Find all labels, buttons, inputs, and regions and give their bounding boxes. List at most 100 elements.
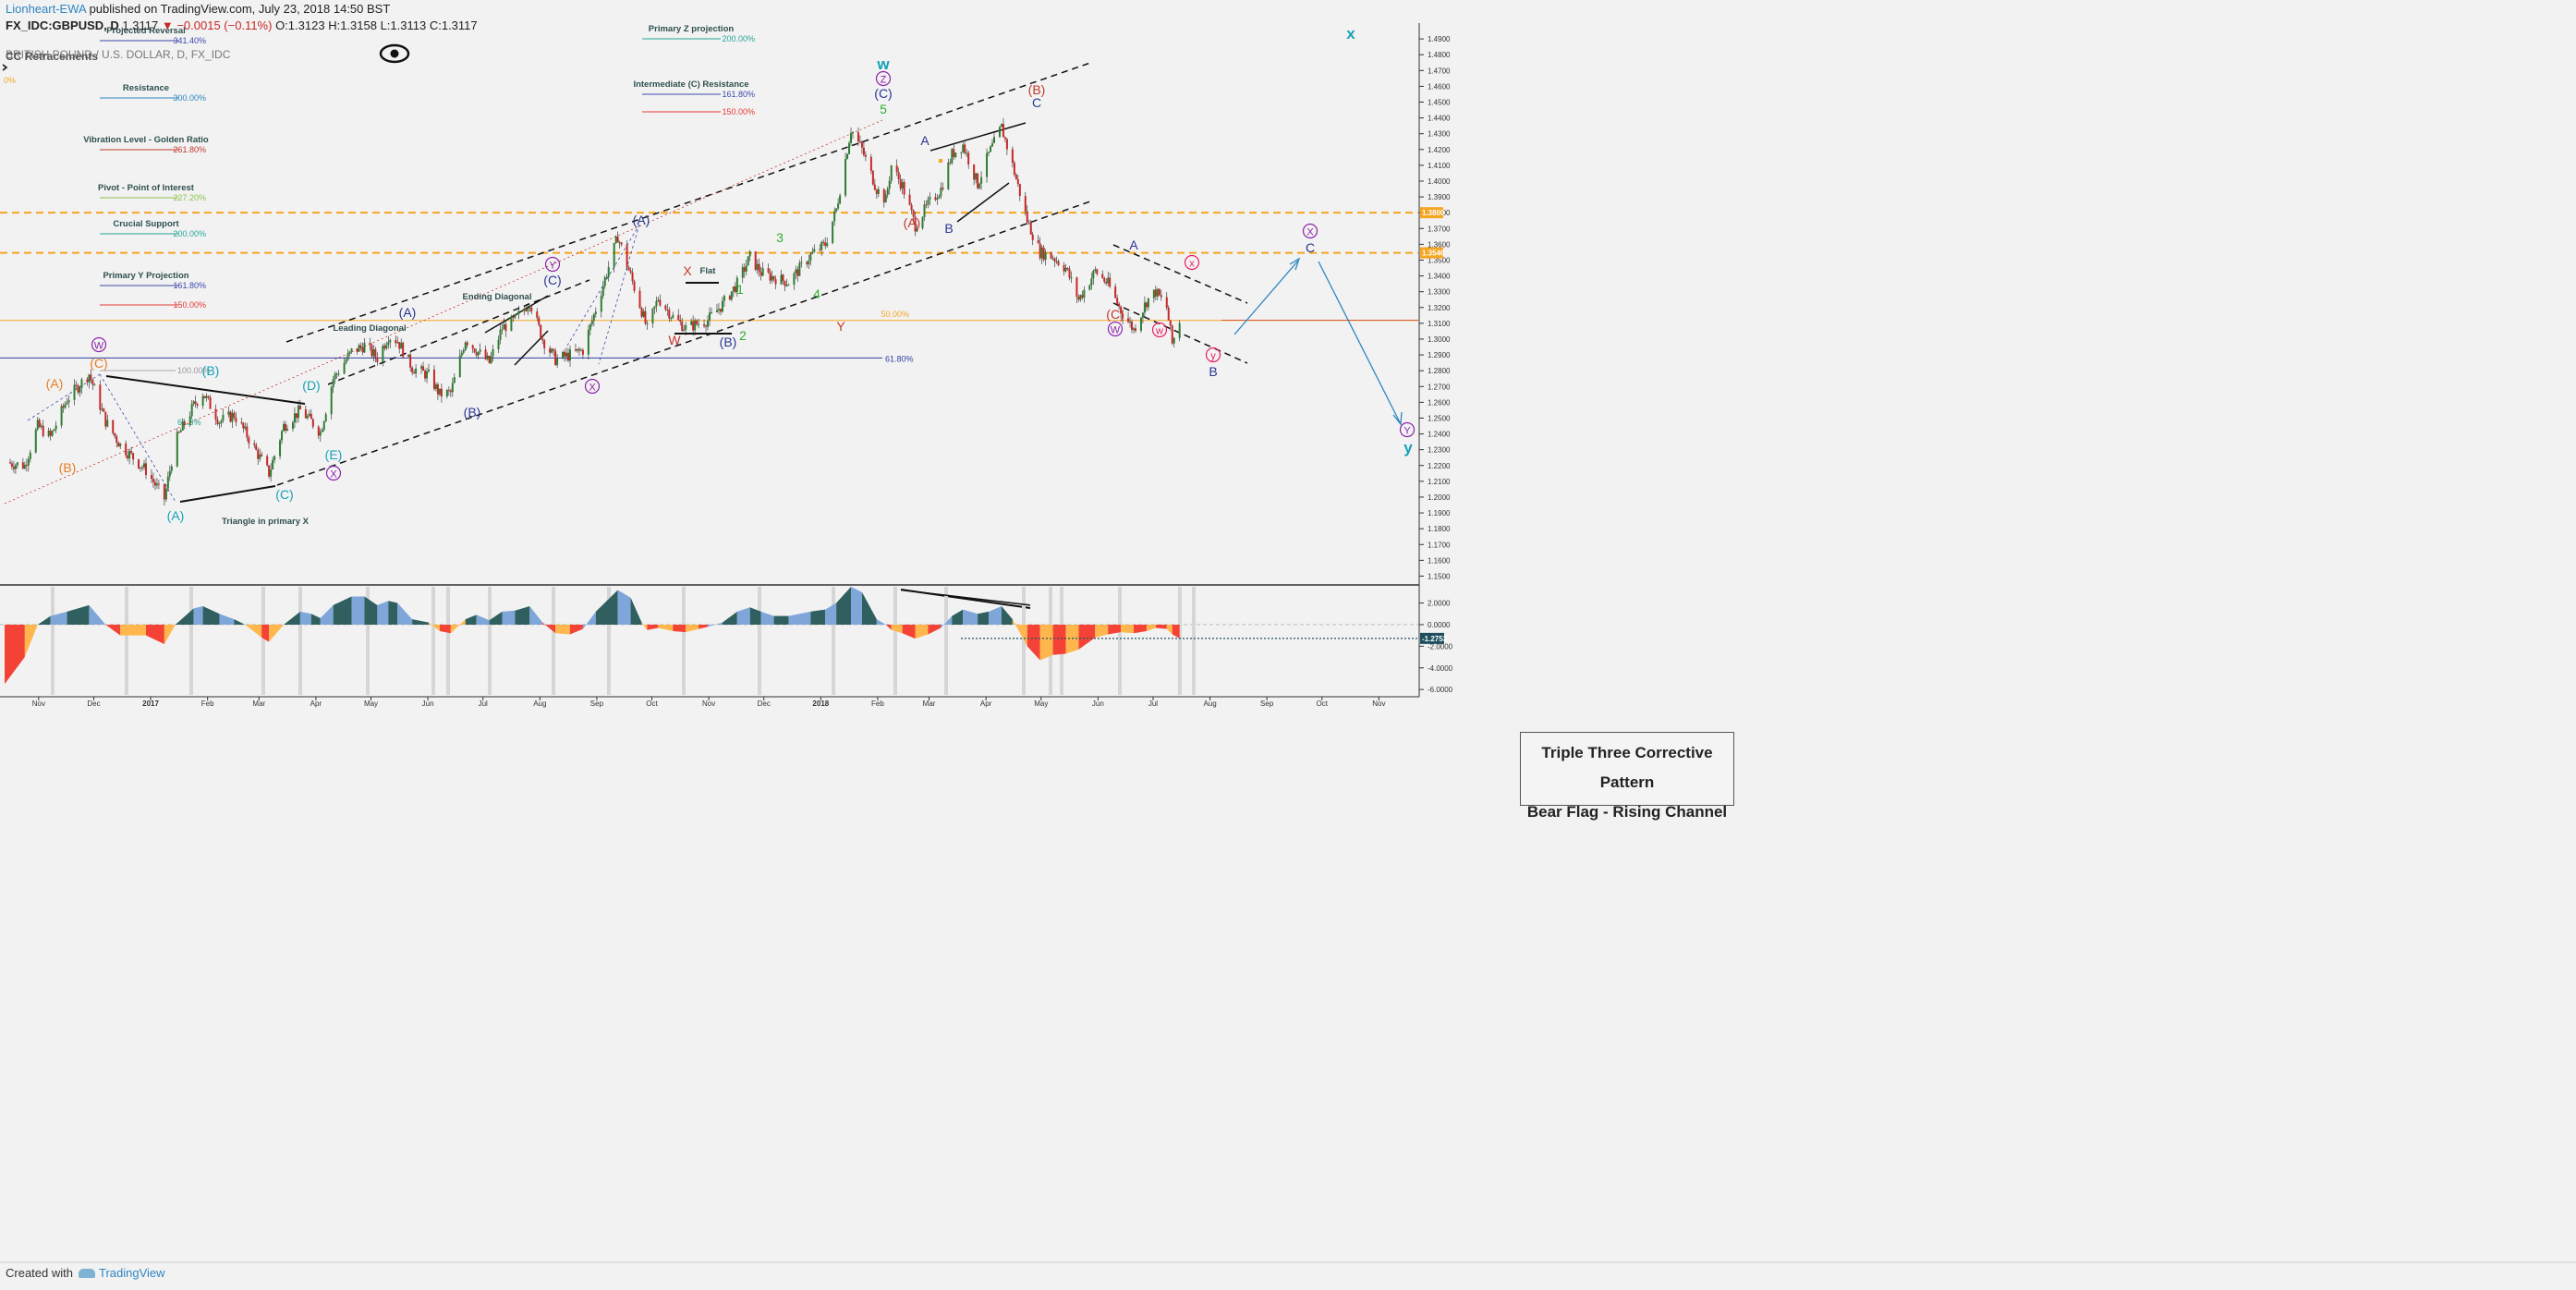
eye-icon[interactable]	[379, 43, 410, 65]
projection-arrowhead	[1392, 411, 1403, 426]
candle-body	[337, 373, 340, 375]
candle-body	[411, 367, 414, 372]
candle-body	[398, 342, 401, 349]
osc-axis-tick-label: -2.0000	[1428, 642, 1453, 651]
wave-label-circle	[1107, 321, 1124, 337]
tradingview-link[interactable]: TradingView	[98, 1266, 165, 1280]
candle-body	[242, 422, 245, 429]
candle-body	[551, 348, 553, 353]
candle-body	[143, 463, 146, 468]
candle-body	[756, 263, 759, 271]
candle-body	[359, 345, 362, 347]
osc-segment	[658, 624, 674, 631]
price-axis-tick-label: 1.2900	[1428, 351, 1451, 359]
candle-body	[77, 385, 79, 393]
symbol-label: FX_IDC:GBPUSD, D	[6, 18, 119, 32]
candle-body	[117, 442, 120, 447]
candle-body	[38, 420, 41, 428]
candle-body	[201, 396, 204, 406]
candle-body	[1029, 222, 1032, 235]
candle-body	[99, 384, 102, 410]
candle-body	[170, 466, 173, 471]
candle-body	[47, 431, 50, 436]
candle-body	[1105, 281, 1108, 284]
candle-body	[492, 348, 494, 357]
candle-body	[90, 374, 92, 380]
candle-body	[517, 310, 520, 314]
candle-body	[527, 308, 529, 311]
candle-body	[806, 262, 808, 265]
pattern-annotation: Triangle in primary X	[222, 517, 310, 527]
wave-label: Y	[549, 261, 556, 272]
osc-segment	[1095, 624, 1109, 638]
candle-body	[683, 329, 686, 332]
wave-label-circle	[1399, 421, 1416, 438]
osc-grey-bar	[366, 587, 370, 695]
osc-grey-bar	[446, 587, 450, 695]
pattern-annotation: Flat	[700, 266, 717, 276]
candle-body	[698, 323, 700, 325]
time-axis-tick-label: Jun	[1092, 700, 1104, 708]
candle-body	[445, 390, 448, 397]
candle-body	[164, 488, 167, 500]
osc-grey-bar	[682, 587, 686, 695]
osc-segment	[261, 624, 270, 642]
candle-body	[127, 455, 129, 459]
candle-body	[473, 348, 476, 353]
candle-body	[1077, 297, 1080, 300]
osc-segment	[377, 601, 389, 625]
candle-body	[579, 349, 582, 351]
candle-body	[758, 263, 760, 273]
candle-body	[268, 465, 271, 477]
candle-body	[869, 156, 872, 171]
osc-grey-bar	[125, 587, 128, 695]
osc-segment	[245, 624, 262, 638]
osc-segment	[320, 604, 334, 625]
legend-overlay: CC Retracements	[6, 50, 99, 63]
candle-body	[723, 296, 725, 301]
candle-body	[273, 456, 276, 460]
candle-body	[214, 408, 217, 420]
candle-body	[858, 141, 861, 143]
time-axis-tick-label: Aug	[533, 700, 546, 708]
fib-level-name: Intermediate (C) Resistance	[633, 79, 748, 90]
candle-body	[594, 311, 597, 314]
osc-grey-bar	[298, 587, 302, 695]
candle-body	[106, 420, 109, 427]
candle-body	[565, 352, 568, 357]
candle-body	[732, 286, 735, 292]
price-level-badge-label: 1.3800	[1422, 209, 1445, 217]
candle-body	[923, 204, 926, 217]
candle-body	[871, 170, 874, 185]
candle-body	[884, 194, 887, 203]
candle-body	[914, 216, 917, 232]
candle-body	[49, 431, 52, 436]
pattern-annotation: Ending Diagonal	[463, 292, 532, 302]
candle-body	[846, 153, 849, 159]
osc-segment	[364, 596, 378, 625]
candle-body	[255, 444, 258, 450]
osc-segment	[963, 609, 978, 625]
candle-body	[382, 346, 384, 363]
candle-body	[253, 443, 256, 445]
candle-body	[438, 388, 441, 395]
time-axis-tick-label: Sep	[590, 700, 604, 708]
wave-label: x	[1346, 25, 1355, 43]
channel-trendline	[514, 330, 549, 366]
osc-segment	[686, 624, 699, 633]
candle-body	[130, 451, 133, 454]
candle-body	[257, 449, 260, 459]
candle-body	[605, 276, 608, 278]
candle-body	[877, 189, 880, 194]
candle-body	[998, 127, 1001, 138]
candle-body	[1092, 270, 1095, 279]
candle-body	[36, 420, 39, 430]
fib-level-name: Resistance	[123, 83, 169, 93]
candle-body	[229, 411, 232, 422]
candle-body	[324, 414, 327, 422]
author-link[interactable]: Lionheart-EWA	[6, 2, 86, 16]
pattern-trendline	[105, 375, 306, 405]
osc-grey-bar	[1192, 587, 1196, 695]
